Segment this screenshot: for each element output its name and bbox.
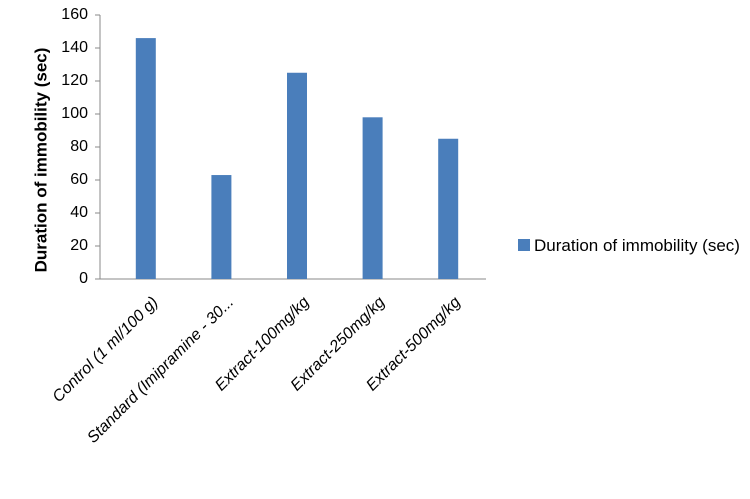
bar	[287, 72, 307, 279]
y-tick-label: 120	[61, 72, 88, 89]
bar	[362, 117, 383, 279]
y-axis-label: Duration of immobility (sec)	[31, 48, 50, 273]
bar	[135, 38, 156, 279]
y-tick-label: 160	[61, 6, 88, 23]
y-tick-label: 20	[70, 237, 88, 254]
x-tick-label: Standard (Imipramine - 30...	[84, 294, 237, 447]
y-tick-label: 0	[79, 270, 88, 287]
y-tick-label: 60	[70, 171, 88, 188]
bar	[211, 175, 232, 279]
legend-label: Duration of immobility (sec)	[534, 236, 740, 255]
legend: Duration of immobility (sec)	[518, 230, 743, 262]
y-tick-label: 40	[70, 204, 88, 221]
bar	[438, 138, 459, 279]
y-tick-label: 140	[61, 39, 88, 56]
y-tick-label: 100	[61, 105, 88, 122]
legend-swatch	[518, 239, 530, 251]
y-tick-label: 80	[70, 138, 88, 155]
